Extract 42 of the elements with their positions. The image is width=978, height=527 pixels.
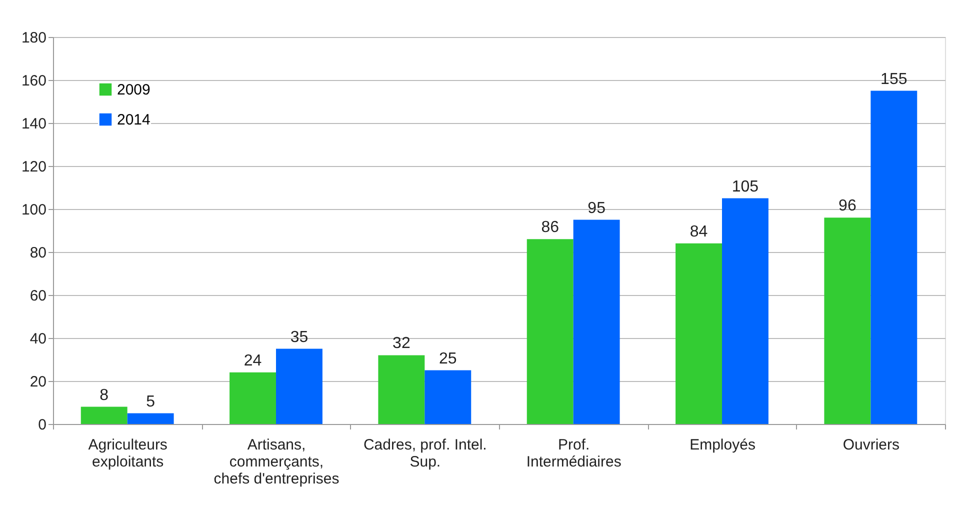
data-label: 24 xyxy=(244,352,262,370)
bar xyxy=(676,243,722,424)
data-label: 95 xyxy=(588,200,606,217)
y-tick-label: 0 xyxy=(38,416,46,434)
data-label: 35 xyxy=(290,328,308,346)
y-tick-label: 80 xyxy=(30,244,46,262)
y-tick-label: 100 xyxy=(21,202,46,218)
data-label: 155 xyxy=(880,70,908,88)
data-label: 5 xyxy=(146,393,156,410)
data-label: 84 xyxy=(690,223,708,240)
x-tick-label: Artisans, commerçants, chefs d'entreprises xyxy=(214,436,340,488)
bar xyxy=(526,239,574,424)
bar xyxy=(722,198,768,424)
y-tick-label: 180 xyxy=(21,30,46,46)
data-label: 25 xyxy=(438,350,457,368)
bar xyxy=(378,355,425,424)
x-tick-label: Agriculteurs exploitants xyxy=(88,436,168,470)
data-label: 32 xyxy=(392,335,410,352)
y-tick-label: 120 xyxy=(21,158,46,176)
bar xyxy=(80,406,128,424)
bar xyxy=(824,218,871,424)
bar xyxy=(870,90,918,424)
data-label: 96 xyxy=(838,198,856,215)
x-tick-label: Cadres, prof. Intel. Sup. xyxy=(363,436,487,470)
y-tick-label: 40 xyxy=(30,330,46,348)
x-tick-label: Prof. Intermédiaires xyxy=(526,436,622,470)
data-label: 8 xyxy=(100,386,109,404)
bar xyxy=(230,372,276,424)
y-tick-label: 160 xyxy=(21,72,46,90)
x-tick-label: Ouvriers xyxy=(842,436,900,454)
bar xyxy=(127,413,174,424)
y-tick-label: 20 xyxy=(30,374,46,390)
bar xyxy=(424,370,472,424)
data-label: 105 xyxy=(732,178,759,196)
y-tick-label: 140 xyxy=(21,116,46,132)
legend-label: 2014 xyxy=(117,112,150,128)
bar xyxy=(276,348,322,424)
x-tick-label: Employés xyxy=(690,436,756,454)
bar xyxy=(573,220,620,424)
legend-label: 2009 xyxy=(117,82,150,98)
data-label: 86 xyxy=(541,219,560,236)
y-tick-label: 60 xyxy=(30,288,46,304)
